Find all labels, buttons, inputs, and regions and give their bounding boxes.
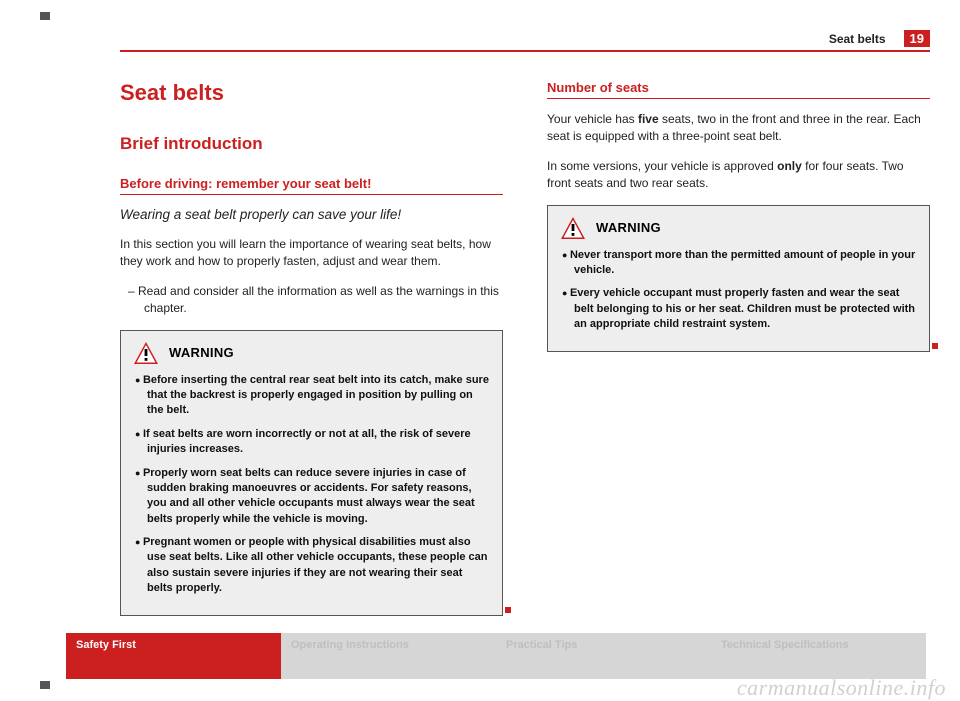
- left-column: Seat belts Brief introduction Before dri…: [120, 80, 503, 616]
- text-run: In some versions, your vehicle is approv…: [547, 159, 777, 173]
- content-columns: Seat belts Brief introduction Before dri…: [120, 80, 930, 616]
- tab-technical-specs[interactable]: Technical Specifications: [711, 633, 926, 679]
- paragraph: Your vehicle has five seats, two in the …: [547, 111, 930, 146]
- list-item: Read and consider all the information as…: [120, 283, 503, 318]
- warning-box: WARNING Never transport more than the pe…: [547, 205, 930, 352]
- text-bold: only: [777, 159, 802, 173]
- text-bold: five: [638, 112, 659, 126]
- warning-item: Before inserting the central rear seat b…: [133, 373, 490, 419]
- warning-item: Pregnant women or people with physical d…: [133, 535, 490, 597]
- paragraph: In some versions, your vehicle is approv…: [547, 158, 930, 193]
- page: Seat belts 19 Seat belts Brief introduct…: [50, 0, 960, 701]
- right-column: Number of seats Your vehicle has five se…: [547, 80, 930, 616]
- page-header: Seat belts 19: [120, 30, 930, 52]
- warning-title: WARNING: [596, 220, 661, 235]
- page-number: 19: [904, 30, 930, 47]
- subsection-title: Number of seats: [547, 80, 930, 99]
- warning-item: Never transport more than the permitted …: [560, 248, 917, 279]
- header-section-title: Seat belts: [829, 32, 886, 46]
- warning-header: WARNING: [133, 341, 490, 365]
- warning-list: Never transport more than the permitted …: [560, 248, 917, 333]
- binding-crop: [0, 0, 50, 701]
- subsection-title: Before driving: remember your seat belt!: [120, 176, 503, 195]
- warning-item: Properly worn seat belts can reduce seve…: [133, 466, 490, 528]
- warning-list: Before inserting the central rear seat b…: [133, 373, 490, 597]
- chapter-title: Seat belts: [120, 80, 503, 106]
- warning-item: If seat belts are worn incorrectly or no…: [133, 427, 490, 458]
- watermark: carmanualsonline.info: [737, 675, 946, 701]
- paragraph: In this section you will learn the impor…: [120, 236, 503, 271]
- section-end-marker: [505, 607, 511, 613]
- tab-practical-tips[interactable]: Practical Tips: [496, 633, 711, 679]
- tab-operating-instructions[interactable]: Operating Instructions: [281, 633, 496, 679]
- lead-text: Wearing a seat belt properly can save yo…: [120, 207, 503, 222]
- warning-triangle-icon: [133, 341, 159, 365]
- warning-header: WARNING: [560, 216, 917, 240]
- section-end-marker: [932, 343, 938, 349]
- text-run: Your vehicle has: [547, 112, 638, 126]
- footer-tabs: Safety First Operating Instructions Prac…: [66, 633, 926, 679]
- warning-box: WARNING Before inserting the central rea…: [120, 330, 503, 616]
- section-title: Brief introduction: [120, 134, 503, 154]
- warning-item: Every vehicle occupant must properly fas…: [560, 286, 917, 332]
- warning-triangle-icon: [560, 216, 586, 240]
- tab-safety-first[interactable]: Safety First: [66, 633, 281, 679]
- warning-title: WARNING: [169, 345, 234, 360]
